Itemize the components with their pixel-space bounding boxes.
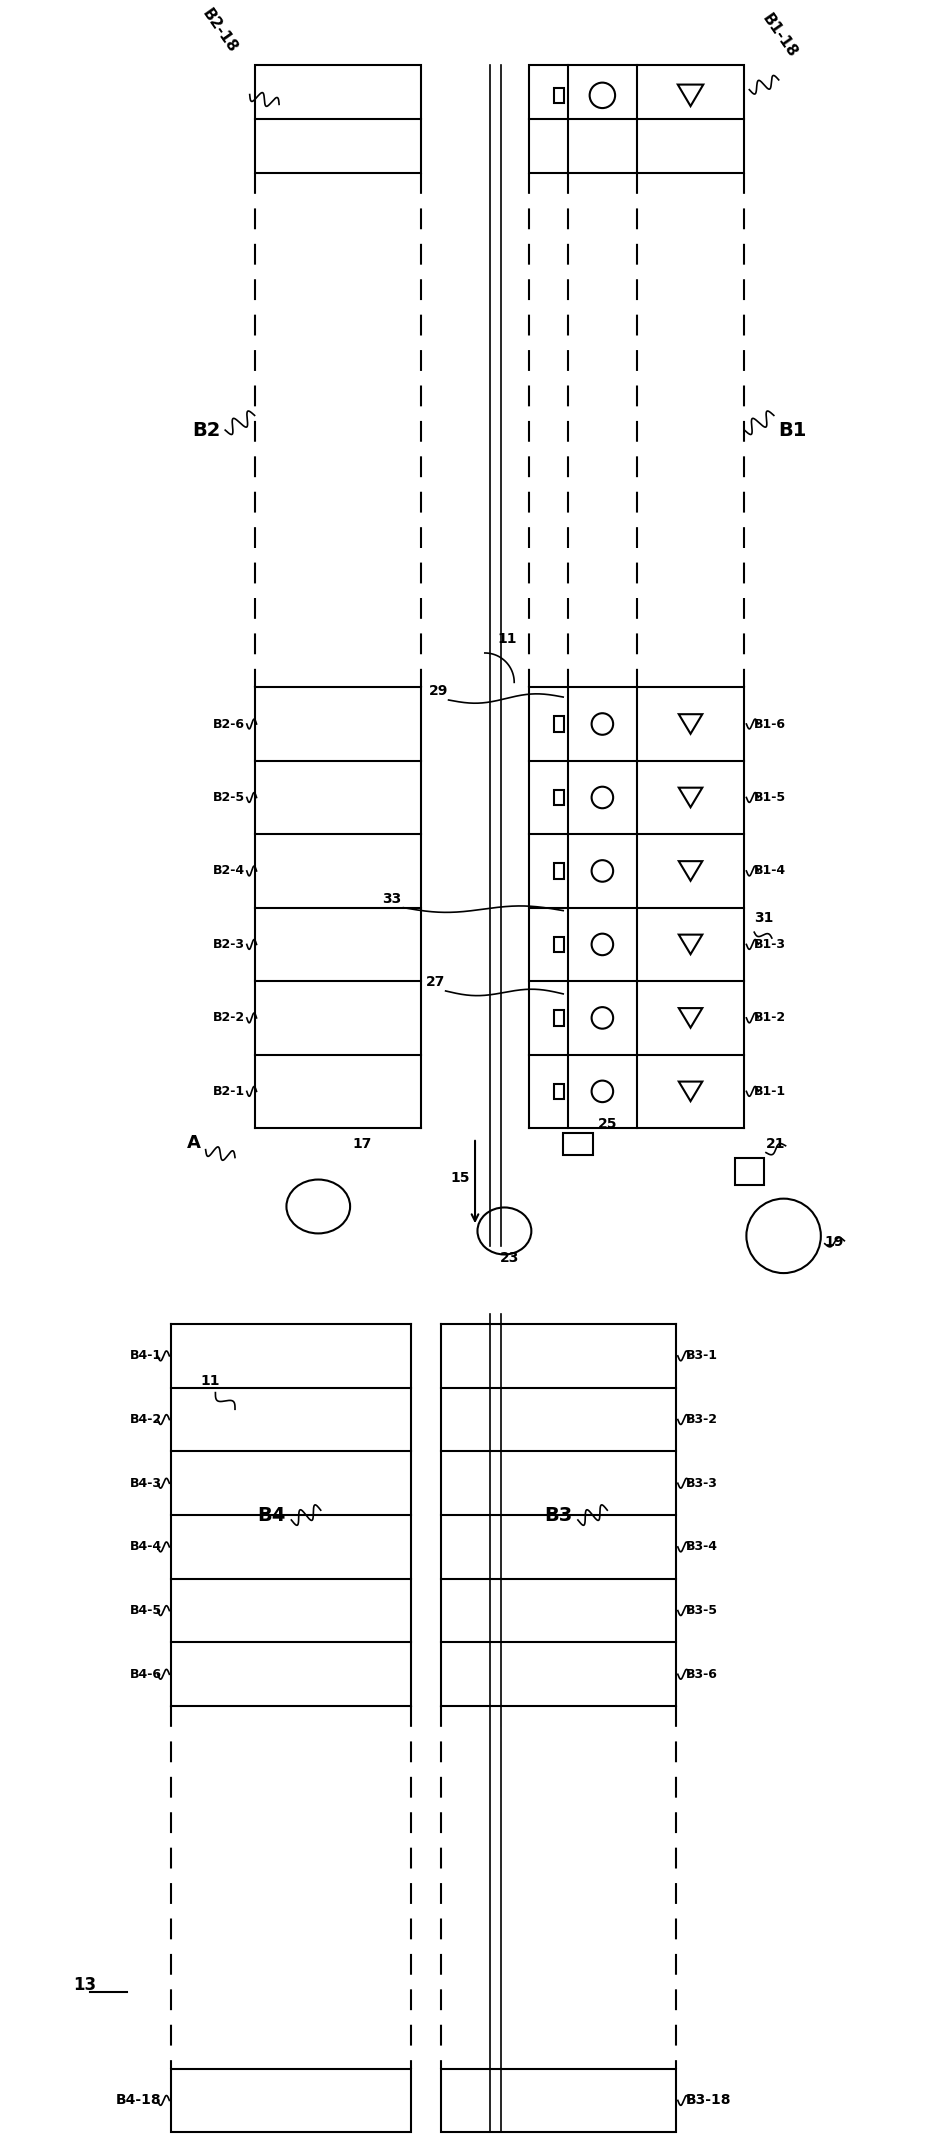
Text: 21: 21 (766, 1137, 785, 1150)
Text: B2: B2 (192, 421, 220, 440)
Bar (554, 863, 565, 878)
Text: B1-18: B1-18 (759, 11, 800, 60)
Text: B4-5: B4-5 (129, 1605, 162, 1618)
Bar (441, 2069, 676, 2133)
Text: B1-6: B1-6 (754, 718, 786, 731)
Text: 23: 23 (500, 1252, 519, 1265)
Text: A: A (187, 1135, 201, 1152)
Text: B4-18: B4-18 (116, 2094, 162, 2107)
Text: B4-2: B4-2 (129, 1413, 162, 1425)
Text: B1-5: B1-5 (754, 791, 786, 804)
Text: 17: 17 (352, 1137, 372, 1150)
Bar (554, 1011, 565, 1026)
Text: B3-5: B3-5 (685, 1605, 718, 1618)
Text: 29: 29 (429, 684, 448, 699)
Text: B3-1: B3-1 (685, 1348, 718, 1363)
Text: B2-4: B2-4 (212, 865, 245, 878)
Text: B4: B4 (258, 1507, 286, 1524)
Bar (254, 64, 421, 173)
Text: B2-2: B2-2 (212, 1011, 245, 1024)
Bar (554, 1083, 565, 1098)
Text: B1-3: B1-3 (754, 938, 786, 951)
Text: B1-1: B1-1 (754, 1086, 786, 1098)
Text: B1-4: B1-4 (754, 865, 786, 878)
Text: B1-2: B1-2 (754, 1011, 786, 1024)
Bar (554, 716, 565, 731)
Text: 19: 19 (824, 1235, 844, 1248)
Bar (554, 936, 565, 953)
Text: B2-18: B2-18 (199, 6, 240, 56)
Text: B4-4: B4-4 (129, 1541, 162, 1554)
Text: 27: 27 (426, 974, 446, 989)
Text: 15: 15 (450, 1171, 470, 1186)
Text: B4-6: B4-6 (129, 1667, 162, 1682)
Text: B3-18: B3-18 (685, 2094, 731, 2107)
Text: 11: 11 (498, 633, 517, 645)
Text: 11: 11 (201, 1374, 220, 1387)
Text: B3-3: B3-3 (685, 1477, 718, 1489)
Bar (529, 64, 744, 173)
Text: B3-4: B3-4 (685, 1541, 718, 1554)
Bar (171, 2069, 411, 2133)
Text: 13: 13 (73, 1977, 96, 1994)
Text: 25: 25 (598, 1118, 617, 1130)
Text: B2-5: B2-5 (212, 791, 245, 804)
Bar (564, 1133, 592, 1154)
Bar (554, 88, 565, 103)
Text: 33: 33 (383, 891, 402, 906)
Text: B3: B3 (545, 1507, 572, 1524)
Text: B2-6: B2-6 (213, 718, 245, 731)
Text: B4-1: B4-1 (129, 1348, 162, 1363)
Bar (735, 1158, 764, 1184)
Text: B2-3: B2-3 (213, 938, 245, 951)
Text: B2-1: B2-1 (212, 1086, 245, 1098)
Text: B3-6: B3-6 (685, 1667, 718, 1682)
Text: B3-2: B3-2 (685, 1413, 718, 1425)
Text: B1: B1 (779, 421, 807, 440)
Bar (554, 791, 565, 806)
Text: B4-3: B4-3 (129, 1477, 162, 1489)
Text: 31: 31 (754, 910, 774, 925)
